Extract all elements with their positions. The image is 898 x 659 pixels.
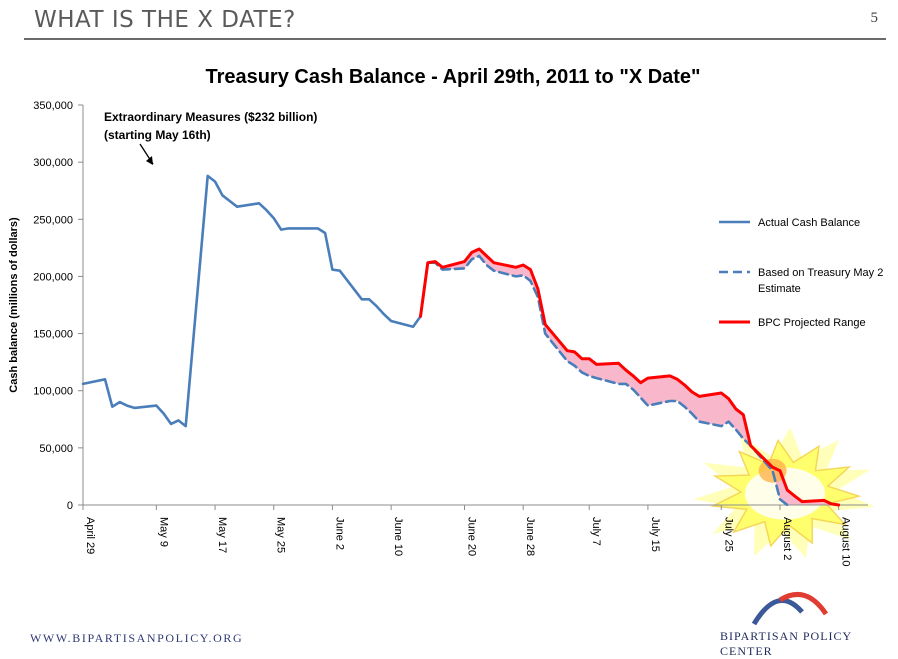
x-tick-label: June 2: [333, 517, 345, 550]
y-tick-label: 0: [67, 500, 73, 512]
header-divider: [24, 38, 886, 40]
logo-blue-arc: [751, 598, 804, 626]
y-tick-label: 100,000: [33, 386, 73, 398]
x-tick-label: May 9: [157, 517, 169, 547]
x-tick-label: July 25: [722, 517, 734, 552]
legend-label: BPC Projected Range: [758, 317, 866, 329]
annotation-text: (starting May 16th): [104, 128, 211, 142]
footer-url: WWW.BIPARTISANPOLICY.ORG: [30, 631, 244, 645]
x-tick-label: May 25: [275, 517, 287, 553]
legend-label: Estimate: [758, 283, 801, 295]
projected-range-band: [420, 249, 839, 505]
x-tick-label: July 15: [649, 517, 661, 552]
x-tick-label: July 7: [590, 517, 602, 546]
y-tick-label: 150,000: [33, 329, 73, 341]
chart-title: Treasury Cash Balance - April 29th, 2011…: [205, 66, 700, 88]
x-tick-label: June 28: [524, 517, 536, 556]
logo-red-arc: [778, 591, 829, 616]
x-tick-label: May 17: [216, 517, 228, 553]
x-tick-label: April 29: [84, 517, 96, 554]
x-tick-label: August 10: [840, 517, 852, 567]
x-tick-label: August 2: [781, 517, 793, 560]
series-line-treasury: [419, 254, 789, 507]
slide-header-title: WHAT IS THE X DATE?: [34, 7, 296, 33]
x-tick-label: June 10: [392, 517, 404, 556]
axes-layer: 0 50,000 100,000 150,000 200,000 250,000 300,0…: [33, 100, 868, 567]
series-line-actual: [81, 174, 422, 428]
y-axis-label: Cash balance (millions of dollars): [8, 217, 20, 393]
y-tick-label: 250,000: [33, 214, 73, 226]
y-tick-label: 350,000: [33, 100, 73, 112]
y-tick-label: 50,000: [39, 443, 73, 455]
page-number: 5: [870, 10, 879, 26]
series-line-bpc: [419, 247, 841, 507]
annotation-text: Extraordinary Measures ($232 billion): [104, 110, 317, 124]
legend-label: Actual Cash Balance: [758, 217, 860, 229]
footer-org-name: BIPARTISAN POLICY CENTER: [720, 629, 852, 658]
annotation-arrow-head: [146, 156, 153, 165]
x-tick-label: June 20: [465, 517, 477, 556]
series-layer: [81, 174, 841, 507]
labels-layer: Treasury Cash Balance - April 29th, 2011…: [8, 66, 883, 393]
y-tick-label: 200,000: [33, 271, 73, 283]
bpc-logo: [751, 591, 829, 626]
legend-label: Based on Treasury May 2: [758, 267, 883, 279]
y-tick-label: 300,000: [33, 157, 73, 169]
